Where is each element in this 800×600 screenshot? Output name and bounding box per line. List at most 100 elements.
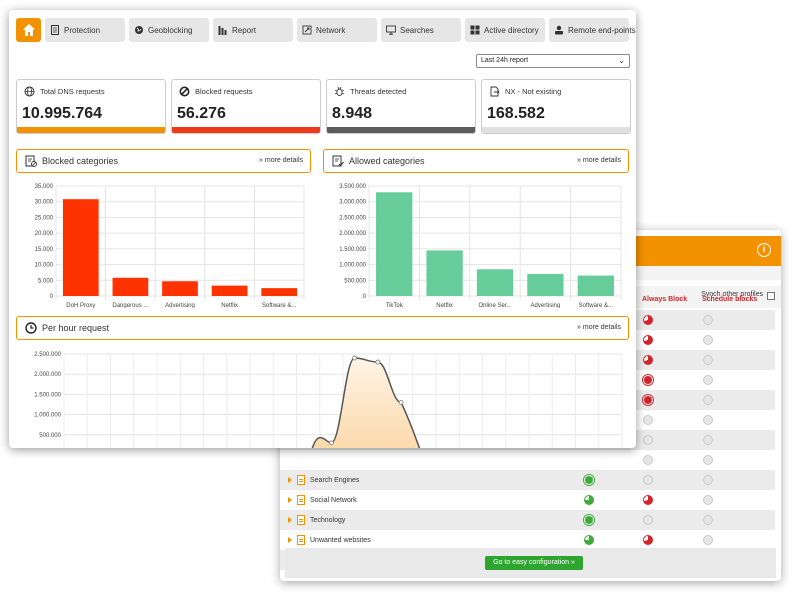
- more-details-link[interactable]: » more details: [259, 157, 303, 164]
- expand-arrow-icon[interactable]: [288, 477, 292, 483]
- category-label: Search Engines: [310, 476, 360, 484]
- allowed-categories-header: Allowed categories » more details: [323, 149, 629, 173]
- y-tick-label: 25.000: [35, 215, 54, 221]
- always-block-status-icon[interactable]: [643, 355, 653, 365]
- y-tick-label: 15.000: [35, 247, 54, 253]
- card-title: Blocked requests: [195, 87, 253, 96]
- schedule-block-status-icon[interactable]: [703, 535, 713, 545]
- more-details-link[interactable]: » more details: [577, 324, 621, 331]
- panel-title: Blocked categories: [42, 156, 119, 166]
- always-block-status-icon[interactable]: [643, 435, 653, 445]
- category-label: TikTok: [386, 303, 404, 308]
- network-icon: [302, 25, 312, 35]
- report-period-value: Last 24h report: [481, 57, 529, 64]
- always-block-status-icon[interactable]: [643, 495, 653, 505]
- category-label: Dangerous ...: [112, 303, 148, 308]
- card-accent-bar: [17, 127, 165, 133]
- expand-arrow-icon[interactable]: [288, 497, 292, 503]
- info-icon[interactable]: i: [757, 243, 771, 257]
- y-tick-label: 1.500.000: [34, 392, 61, 398]
- category-label: Online Ser...: [478, 303, 511, 308]
- allow-status-icon[interactable]: [584, 495, 594, 505]
- always-block-status-icon[interactable]: [643, 535, 653, 545]
- bar: [376, 192, 413, 296]
- panel-title: Allowed categories: [349, 156, 425, 166]
- category-row[interactable]: Search Engines: [280, 470, 775, 490]
- y-tick-label: 0: [363, 294, 367, 300]
- schedule-block-status-icon[interactable]: [703, 475, 713, 485]
- schedule-block-status-icon[interactable]: [703, 355, 713, 365]
- allowed-categories-chart: 3.500.000 3.000.000 2.500.000 2.000.000 1.50…: [339, 184, 622, 308]
- sync-checkbox[interactable]: [767, 292, 775, 300]
- category-label: Advertising: [531, 303, 561, 308]
- category-cell: Technology: [288, 515, 345, 525]
- always-block-status-icon[interactable]: [643, 475, 653, 485]
- card-total-dns-requests: Total DNS requests 10.995.764: [16, 79, 166, 134]
- tab-protection[interactable]: Protection: [45, 18, 125, 42]
- category-cell: Unwanted websites: [288, 535, 371, 545]
- schedule-block-status-icon[interactable]: [703, 415, 713, 425]
- y-tick-label: 3.500.000: [339, 184, 366, 190]
- category-row-partial[interactable]: [280, 370, 775, 390]
- card-value: 168.582: [487, 105, 545, 122]
- category-row-partial[interactable]: [280, 450, 775, 470]
- clock-icon: [25, 322, 37, 334]
- schedule-block-status-icon[interactable]: [703, 395, 713, 405]
- allow-status-icon[interactable]: [584, 535, 594, 545]
- category-row-partial[interactable]: [280, 330, 775, 350]
- tab-network[interactable]: Network: [297, 18, 377, 42]
- y-tick-label: 500.000: [39, 433, 61, 439]
- tab-active-directory[interactable]: Active directory: [465, 18, 545, 42]
- category-label: DoH Proxy: [66, 303, 95, 308]
- y-tick-label: 2.000.000: [339, 231, 366, 237]
- expand-arrow-icon[interactable]: [288, 537, 292, 543]
- category-row[interactable]: Unwanted websites: [280, 530, 775, 550]
- windows-icon: [470, 25, 480, 35]
- category-label: Netflix: [221, 303, 238, 308]
- category-document-icon: [297, 495, 305, 505]
- report-period-select[interactable]: Last 24h report ⌄: [476, 54, 630, 68]
- y-tick-label: 30.000: [35, 200, 54, 206]
- always-block-status-icon[interactable]: [643, 375, 653, 385]
- expand-arrow-icon[interactable]: [288, 517, 292, 523]
- always-block-status-icon[interactable]: [643, 515, 653, 525]
- y-tick-label: 2.500.000: [34, 352, 61, 358]
- tab-remote-end-points[interactable]: Remote end-points: [549, 18, 636, 42]
- schedule-block-status-icon[interactable]: [703, 315, 713, 325]
- always-block-status-icon[interactable]: [643, 415, 653, 425]
- export-icon: [490, 86, 500, 97]
- allow-status-icon[interactable]: [584, 475, 594, 485]
- more-details-link[interactable]: » more details: [577, 157, 621, 164]
- category-row-partial[interactable]: [280, 410, 775, 430]
- always-block-status-icon[interactable]: [643, 335, 653, 345]
- schedule-block-status-icon[interactable]: [703, 335, 713, 345]
- block-icon: [179, 86, 190, 97]
- tab-report[interactable]: Report: [213, 18, 293, 42]
- always-block-status-icon[interactable]: [643, 395, 653, 405]
- schedule-block-status-icon[interactable]: [703, 455, 713, 465]
- schedule-block-status-icon[interactable]: [703, 515, 713, 525]
- column-always-block: Always Block: [642, 296, 688, 303]
- schedule-block-status-icon[interactable]: [703, 495, 713, 505]
- allow-status-icon[interactable]: [584, 515, 594, 525]
- schedule-block-status-icon[interactable]: [703, 435, 713, 445]
- blocked-categories-chart: 35.000 30.000 25.000 20.000 15.000 10.000 5.00…: [35, 184, 305, 308]
- category-document-icon: [297, 515, 305, 525]
- category-row[interactable]: Social Network: [280, 490, 775, 510]
- always-block-status-icon[interactable]: [643, 315, 653, 325]
- schedule-block-status-icon[interactable]: [703, 375, 713, 385]
- globe-icon: [135, 26, 143, 34]
- category-row[interactable]: Technology: [280, 510, 775, 530]
- bar: [527, 274, 564, 296]
- tab-home[interactable]: [16, 18, 41, 42]
- card-blocked-requests: Blocked requests 56.276: [171, 79, 321, 134]
- easy-configuration-button[interactable]: Go to easy configuration »: [485, 556, 583, 570]
- y-tick-label: 1.000.000: [34, 413, 61, 419]
- card-title: Total DNS requests: [40, 87, 105, 96]
- tab-geoblocking[interactable]: Geoblocking: [129, 18, 209, 42]
- tab-searches[interactable]: Searches: [381, 18, 461, 42]
- always-block-status-icon[interactable]: [643, 455, 653, 465]
- bar: [162, 281, 198, 296]
- y-tick-label: 10.000: [35, 263, 54, 269]
